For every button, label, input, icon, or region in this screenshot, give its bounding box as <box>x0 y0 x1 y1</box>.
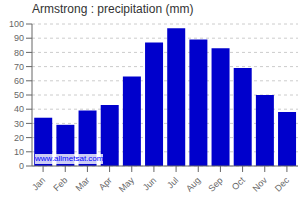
html-text:www.allmetsat.com: www.allmetsat.com <box>35 154 104 163</box>
svg-text:Nov: Nov <box>251 175 270 194</box>
svg-text:30: 30 <box>14 119 24 129</box>
svg-text:0: 0 <box>19 161 24 171</box>
svg-text:Sep: Sep <box>206 175 224 193</box>
svg-text:May: May <box>117 175 136 194</box>
svg-text:40: 40 <box>14 104 24 114</box>
svg-text:Feb: Feb <box>51 175 69 193</box>
svg-text:20: 20 <box>14 133 24 143</box>
svg-text:100: 100 <box>9 19 24 29</box>
svg-text:80: 80 <box>14 48 24 58</box>
svg-text:Jun: Jun <box>141 175 158 192</box>
svg-text:Oct: Oct <box>230 175 247 192</box>
svg-text:60: 60 <box>14 76 24 86</box>
svg-text:70: 70 <box>14 62 24 72</box>
html-text:Armstrong : precipitation (mm): Armstrong : precipitation (mm) <box>32 2 194 16</box>
svg-text:10: 10 <box>14 147 24 157</box>
svg-text:Aug: Aug <box>184 175 202 193</box>
svg-text:90: 90 <box>14 33 24 43</box>
svg-text:Jan: Jan <box>30 175 47 192</box>
svg-text:Jul: Jul <box>165 175 180 190</box>
svg-text:50: 50 <box>14 90 24 100</box>
svg-text:Dec: Dec <box>273 175 292 194</box>
svg-text:Mar: Mar <box>74 175 92 193</box>
svg-text:Apr: Apr <box>97 175 114 192</box>
